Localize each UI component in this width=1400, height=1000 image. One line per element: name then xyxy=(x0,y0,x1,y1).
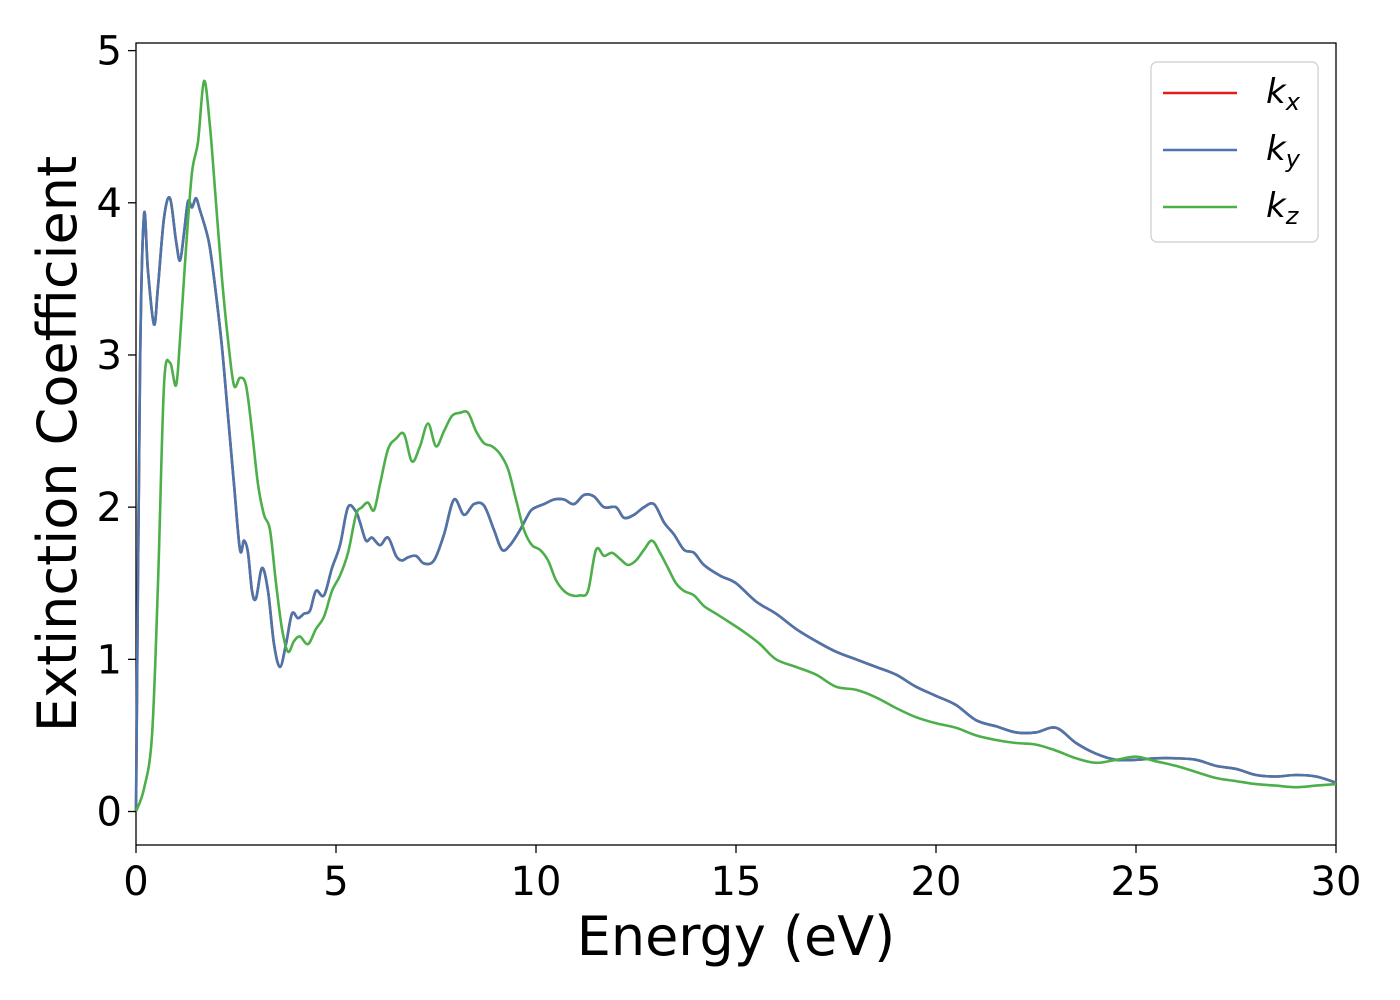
legend-label-y: ky xyxy=(1266,129,1301,173)
x-tick-label: 0 xyxy=(123,859,148,905)
y-tick-label: 0 xyxy=(97,790,122,836)
y-tick-label: 4 xyxy=(97,181,122,227)
legend-box xyxy=(1150,61,1319,243)
y-tick-label: 1 xyxy=(97,637,122,683)
x-tick-label: 25 xyxy=(1111,859,1162,905)
y-tick-label: 3 xyxy=(97,333,122,379)
legend-label-x: kx xyxy=(1266,72,1301,116)
x-axis-label: Energy (eV) xyxy=(577,905,896,968)
y-axis-ticks: 0 1 2 3 4 5 xyxy=(97,29,136,836)
y-axis-label: Extinction Coefficient xyxy=(26,156,89,732)
series-line-y xyxy=(134,196,1337,812)
x-tick-label: 10 xyxy=(511,859,562,905)
y-tick-label: 2 xyxy=(97,485,122,531)
series-layer xyxy=(134,79,1337,812)
x-tick-label: 15 xyxy=(711,859,762,905)
legend-label-z: kz xyxy=(1266,186,1300,230)
series-line-z xyxy=(134,79,1337,812)
x-tick-label: 5 xyxy=(323,859,348,905)
x-axis-ticks: 0 5 10 15 20 25 30 xyxy=(123,845,1361,905)
y-tick-label: 5 xyxy=(97,29,122,75)
x-tick-label: 30 xyxy=(1311,859,1362,905)
x-tick-label: 20 xyxy=(911,859,962,905)
legend: kx ky kz xyxy=(1150,61,1319,243)
series-line-x xyxy=(134,196,1337,812)
